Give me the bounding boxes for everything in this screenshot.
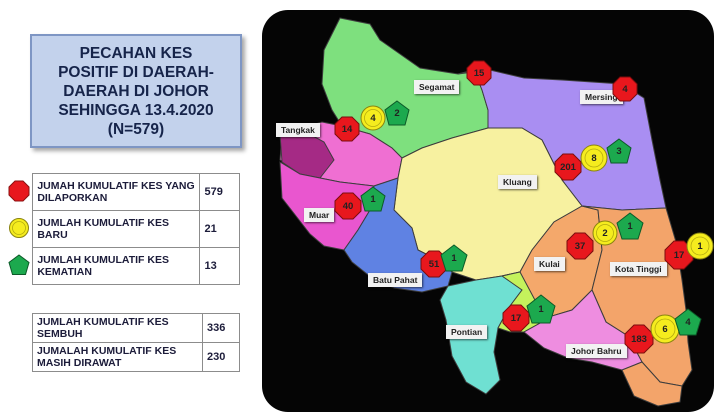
title-line-2: POSITIF DI DAERAH- xyxy=(58,63,214,81)
summary-treated-label: JUMALAH KUMULATIF KES MASIH DIRAWAT xyxy=(32,342,203,372)
positive-marker: 201 xyxy=(554,153,582,181)
legend-new-value: 21 xyxy=(199,210,240,248)
legend-new-label: JUMLAH KUMULATIF KES BARU xyxy=(32,210,201,248)
positive-marker: 37 xyxy=(566,232,594,260)
legend-positive-value: 579 xyxy=(199,173,240,211)
title-line-1: PECAHAN KES xyxy=(79,44,193,62)
label-kulai: Kulai xyxy=(534,257,565,271)
segamat-positive: 15 xyxy=(473,67,485,79)
legend-row-death: JUMLAH KUMULATIF KES KEMATIAN 13 xyxy=(6,247,240,285)
new-marker: 1 xyxy=(686,232,714,260)
pontian-death: 1 xyxy=(538,303,544,315)
legend-table: JUMAH KUMULATIF KES YANG DILAPORKAN 579 … xyxy=(6,173,240,285)
death-marker: 3 xyxy=(606,138,632,164)
summary-recovered-value: 336 xyxy=(202,313,240,343)
legend-death-label: JUMLAH KUMULATIF KES KEMATIAN xyxy=(32,247,201,285)
positive-marker: 4 xyxy=(612,76,638,102)
kota-tinggi-new: 1 xyxy=(697,240,703,252)
new-marker: 2 xyxy=(592,220,618,246)
kulai-new: 2 xyxy=(602,227,608,239)
johor-bahru-new: 6 xyxy=(662,323,668,335)
johor-map: Segamat Mersing Tangkak Kluang Muar Kula… xyxy=(262,10,714,412)
kluang-new: 8 xyxy=(591,152,597,164)
title-line-3: DAERAH DI JOHOR xyxy=(63,82,209,100)
label-kota-tinggi: Kota Tinggi xyxy=(610,262,667,276)
kulai-death: 1 xyxy=(627,220,633,232)
batu-pahat-death: 1 xyxy=(451,252,457,264)
death-marker: 2 xyxy=(384,100,410,126)
legend-death-value: 13 xyxy=(199,247,240,285)
positive-marker: 15 xyxy=(466,60,492,86)
kulai-positive: 37 xyxy=(574,240,586,252)
batu-pahat-positive: 51 xyxy=(428,258,440,270)
positive-marker: 40 xyxy=(334,192,362,220)
label-johor-bahru: Johor Bahru xyxy=(566,344,627,358)
death-marker: 1 xyxy=(360,186,386,212)
positive-marker: 14 xyxy=(334,116,360,142)
label-kluang: Kluang xyxy=(498,175,537,189)
pontian-positive: 17 xyxy=(510,312,522,324)
legend-row-new: JUMLAH KUMULATIF KES BARU 21 xyxy=(6,210,240,248)
johor-bahru-positive: 183 xyxy=(631,333,647,345)
label-batu-pahat: Batu Pahat xyxy=(368,273,423,287)
tangkak-death: 2 xyxy=(394,107,400,119)
summary-row-treated: JUMALAH KUMULATIF KES MASIH DIRAWAT 230 xyxy=(32,342,240,372)
muar-death: 1 xyxy=(370,193,376,205)
octagon-icon xyxy=(8,180,30,201)
summary-recovered-label: JUMLAH KUMULATIF KES SEMBUH xyxy=(32,313,203,343)
label-mersing: Mersing xyxy=(580,90,623,104)
label-tangkak: Tangkak xyxy=(276,123,320,137)
legend-row-positive: JUMAH KUMULATIF KES YANG DILAPORKAN 579 xyxy=(6,173,240,211)
summary-treated-value: 230 xyxy=(202,342,240,372)
kluang-death: 3 xyxy=(616,145,622,157)
label-pontian: Pontian xyxy=(446,325,488,339)
label-muar: Muar xyxy=(304,208,335,222)
johor-bahru-death: 4 xyxy=(685,316,691,328)
label-segamat: Segamat xyxy=(414,80,460,94)
kluang-positive: 201 xyxy=(560,161,576,173)
new-marker: 4 xyxy=(360,105,386,131)
pentagon-icon xyxy=(8,253,30,275)
title-line-5: (N=579) xyxy=(107,120,165,138)
kota-tinggi-positive: 17 xyxy=(673,249,685,261)
death-marker: 1 xyxy=(616,212,644,240)
tangkak-new: 4 xyxy=(370,112,376,124)
circle-icon xyxy=(9,217,30,238)
positive-marker: 17 xyxy=(502,304,530,332)
title-line-4: SEHINGGA 13.4.2020 xyxy=(58,101,214,119)
tangkak-positive: 14 xyxy=(341,123,353,135)
district-kota-tinggi-south xyxy=(621,361,683,407)
summary-table: JUMLAH KUMULATIF KES SEMBUH 336 JUMALAH … xyxy=(32,313,240,372)
positive-marker: 51 xyxy=(420,250,448,278)
death-marker: 1 xyxy=(440,244,468,272)
legend-positive-label: JUMAH KUMULATIF KES YANG DILAPORKAN xyxy=(32,173,201,211)
positive-marker: 183 xyxy=(624,324,654,354)
death-marker: 1 xyxy=(526,294,556,324)
map-title: PECAHAN KES POSITIF DI DAERAH- DAERAH DI… xyxy=(30,34,242,148)
new-marker: 8 xyxy=(580,144,608,172)
death-marker: 4 xyxy=(674,308,702,336)
summary-row-recovered: JUMLAH KUMULATIF KES SEMBUH 336 xyxy=(32,313,240,343)
muar-positive: 40 xyxy=(342,200,354,212)
mersing-positive: 4 xyxy=(622,83,628,95)
